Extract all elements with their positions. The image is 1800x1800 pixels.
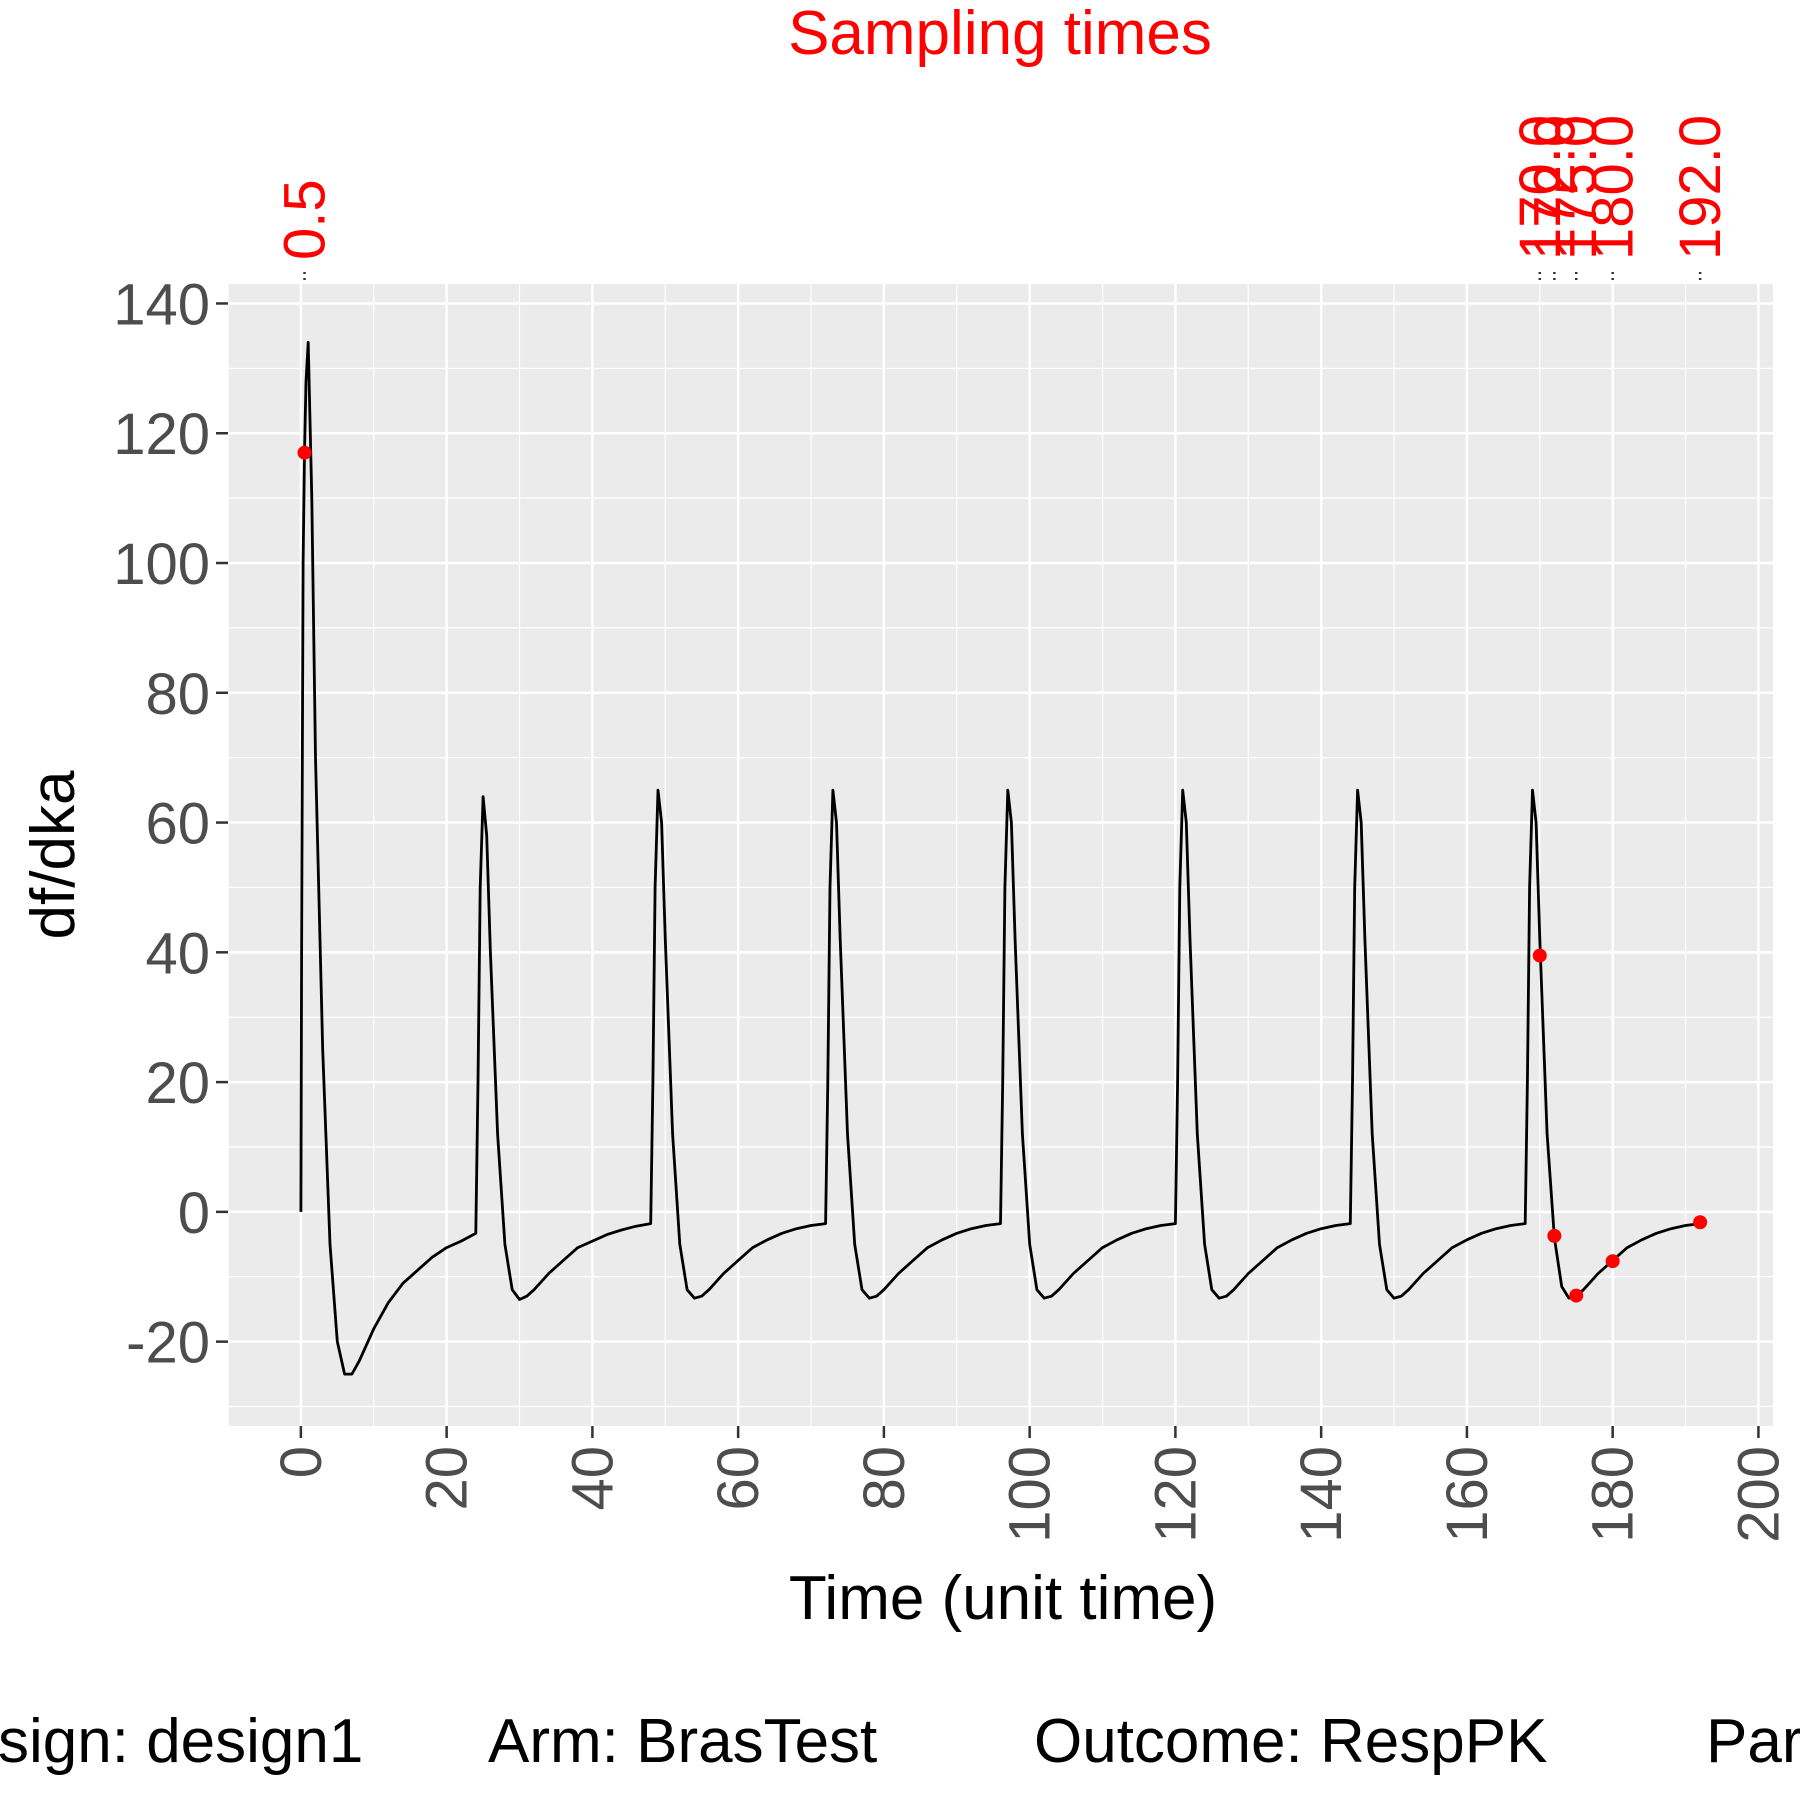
x-tick-label: 0 — [269, 1446, 334, 1478]
x-tick-label: 60 — [706, 1446, 771, 1511]
x-tick-label: 40 — [560, 1446, 625, 1511]
y-tick-label: -20 — [126, 1311, 210, 1376]
sampling-tick-label: 192.0 — [1668, 115, 1733, 260]
sampling-point — [297, 445, 312, 460]
x-axis-label: Time (unit time) — [789, 1564, 1217, 1633]
sampling-point — [1547, 1228, 1562, 1243]
footer-parameter: Par — [1706, 1707, 1800, 1776]
y-tick-label: 40 — [145, 921, 210, 986]
grid — [227, 284, 1773, 1426]
y-tick-label: 120 — [113, 402, 210, 467]
y-tick-label: 80 — [145, 662, 210, 727]
sampling-tick-label: 180.0 — [1581, 115, 1646, 260]
y-tick-label: 100 — [113, 532, 210, 597]
x-tick-label: 100 — [998, 1446, 1063, 1543]
x-tick-label: 160 — [1435, 1446, 1500, 1543]
y-axis: -20 0 20 40 60 80 100 120 140 — [113, 272, 228, 1376]
sampling-point — [1693, 1215, 1708, 1230]
footer-arm: Arm: BrasTest — [488, 1707, 877, 1776]
x-tick-label: 180 — [1581, 1446, 1646, 1543]
x-tick-label: 80 — [852, 1446, 917, 1511]
y-tick-label: 0 — [178, 1181, 210, 1246]
chart-title: Sampling times — [788, 0, 1212, 68]
y-tick-label: 140 — [113, 272, 210, 337]
sampling-points — [297, 445, 1708, 1303]
footer-design: sign: design1 — [0, 1707, 363, 1776]
x-tick-label: 200 — [1726, 1446, 1791, 1543]
sampling-tick-label: 175.0 — [1544, 115, 1609, 260]
x-tick-label: 140 — [1289, 1446, 1354, 1543]
x-tick-label: 20 — [415, 1446, 480, 1511]
sampling-point — [1569, 1288, 1584, 1303]
footer-outcome: Outcome: RespPK — [1034, 1707, 1547, 1776]
x-axis: 0 20 40 60 80 100 120 140 160 180 200 — [269, 1426, 1791, 1543]
x-tick-label: 120 — [1143, 1446, 1208, 1543]
footer-captions: sign: design1 Arm: BrasTest Outcome: Res… — [0, 1707, 1800, 1776]
series-line — [299, 341, 1701, 1376]
series-layer — [299, 341, 1701, 1376]
y-axis-label: df/dka — [19, 770, 88, 939]
plot-panel — [228, 284, 1773, 1426]
y-tick-label: 20 — [145, 1051, 210, 1116]
sampling-point — [1605, 1254, 1620, 1269]
sampling-tick-label: 0.5 — [273, 179, 338, 260]
sampling-point — [1532, 948, 1547, 963]
y-tick-label: 60 — [145, 792, 210, 857]
sampling-tick-label: 172.0 — [1522, 115, 1587, 260]
sampling-tick-label: 170.0 — [1508, 115, 1573, 260]
